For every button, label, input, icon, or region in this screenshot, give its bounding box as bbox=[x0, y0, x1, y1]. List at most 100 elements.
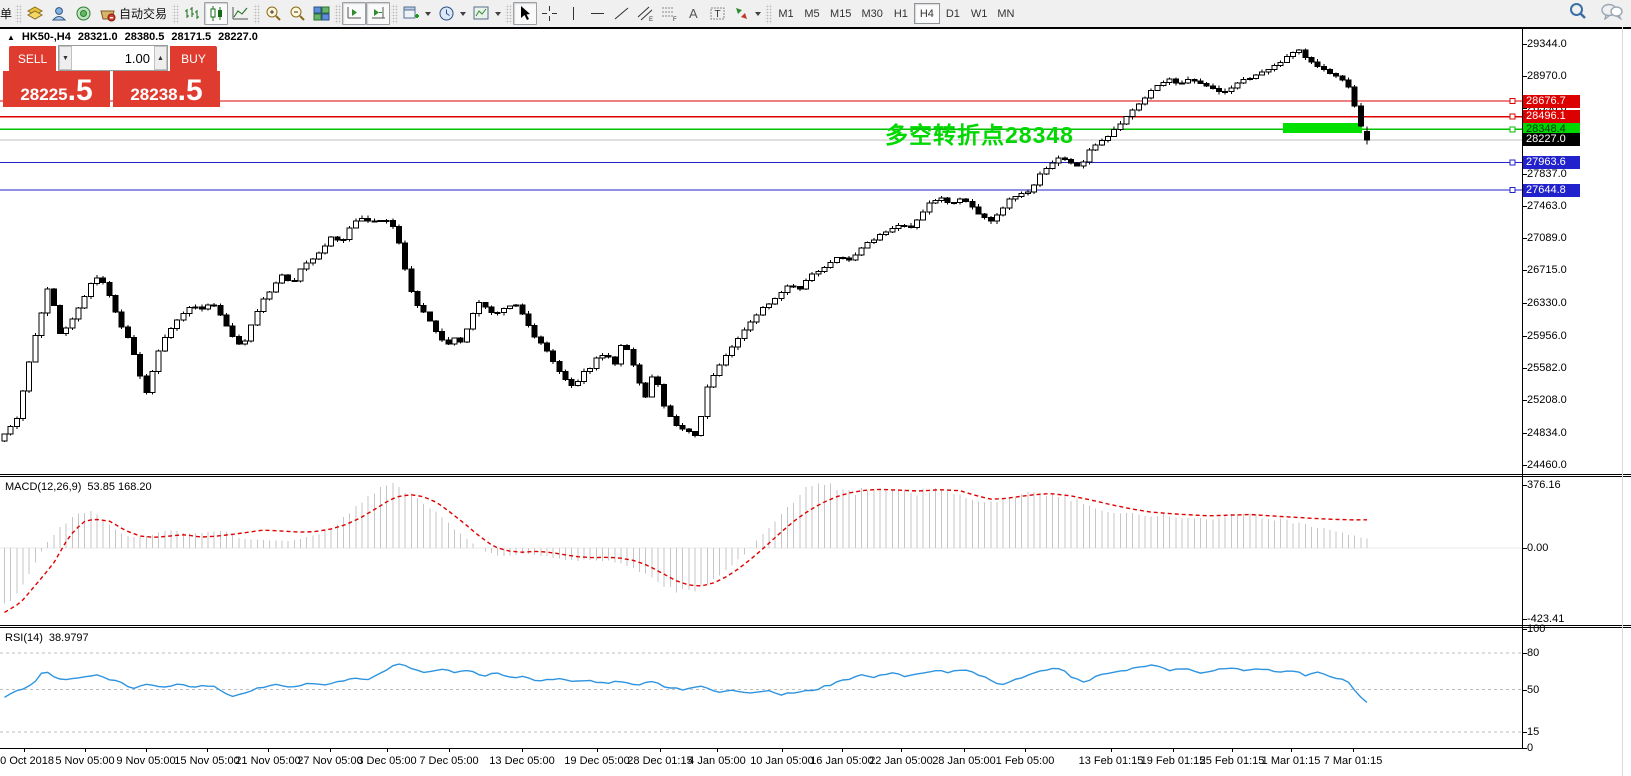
price-line-badge: 28496.1 bbox=[1523, 110, 1580, 124]
sell-price-display[interactable]: 28225.5 bbox=[3, 71, 110, 107]
pane-separator[interactable] bbox=[0, 474, 1631, 475]
candlestick bbox=[32, 334, 39, 363]
timeframe-button-mn[interactable]: MN bbox=[997, 7, 1015, 20]
arrows-dropdown[interactable] bbox=[755, 11, 762, 16]
candlestick bbox=[1179, 82, 1185, 85]
line-end-marker[interactable] bbox=[1509, 98, 1516, 104]
buy-button[interactable]: BUY bbox=[170, 46, 217, 71]
candlestick bbox=[470, 313, 476, 330]
axis-tick bbox=[1522, 43, 1527, 45]
templates-dropdown[interactable] bbox=[495, 11, 502, 16]
timeframe-button-m30[interactable]: M30 bbox=[861, 7, 883, 20]
community-icon[interactable] bbox=[71, 2, 95, 25]
candlestick bbox=[241, 340, 248, 345]
volume-input[interactable]: 1.00 bbox=[124, 51, 150, 66]
zoom-in-icon[interactable] bbox=[261, 2, 285, 25]
candlestick bbox=[1135, 103, 1142, 111]
macd-tick-label: -423.41 bbox=[1527, 612, 1565, 625]
text-icon[interactable]: A bbox=[681, 2, 705, 25]
cursor-icon[interactable] bbox=[513, 2, 538, 25]
toolbar-grip[interactable] bbox=[334, 3, 342, 24]
candlestick bbox=[192, 306, 199, 309]
candlestick bbox=[1290, 52, 1296, 58]
timeframe-button-d1[interactable]: D1 bbox=[945, 7, 960, 20]
line-end-marker[interactable] bbox=[1509, 126, 1516, 133]
timeframe-button-h4[interactable]: H4 bbox=[913, 3, 940, 24]
main-price-pane[interactable] bbox=[0, 29, 1522, 474]
pane-separator[interactable] bbox=[0, 625, 1631, 626]
chat-icon[interactable] bbox=[1601, 2, 1623, 20]
bar-chart-type-icon[interactable] bbox=[180, 2, 204, 25]
arrows-objects-icon[interactable] bbox=[729, 2, 753, 25]
channel-icon[interactable]: E bbox=[633, 2, 657, 25]
candlestick bbox=[963, 198, 970, 203]
vertical-line-icon[interactable] bbox=[561, 2, 585, 25]
panel-collapse-icon[interactable]: ▲ bbox=[7, 33, 15, 42]
candlestick bbox=[544, 342, 550, 352]
time-axis-label: 13 Feb 01:15 bbox=[1078, 755, 1144, 767]
layers-icon[interactable] bbox=[23, 2, 47, 25]
auto-scroll-icon[interactable] bbox=[366, 2, 391, 25]
new-chart-dropdown[interactable] bbox=[425, 11, 432, 16]
candlestick bbox=[1166, 78, 1173, 84]
new-order-button[interactable]: 单 bbox=[0, 7, 13, 21]
line-end-marker[interactable] bbox=[1509, 113, 1516, 120]
toolbar-grip[interactable] bbox=[253, 3, 261, 24]
horizontal-line-icon[interactable] bbox=[585, 2, 609, 25]
toolbar-grip[interactable] bbox=[172, 3, 180, 24]
candlestick bbox=[618, 345, 624, 365]
candlestick bbox=[876, 234, 883, 241]
candlestick bbox=[685, 428, 692, 433]
macd-pane[interactable] bbox=[0, 477, 1522, 624]
crosshair-icon[interactable] bbox=[537, 2, 561, 25]
line-chart-type-icon[interactable] bbox=[228, 2, 252, 25]
timeframe-button-h1[interactable]: H1 bbox=[893, 7, 908, 20]
candlestick bbox=[1049, 162, 1056, 170]
timeframes-clock-icon[interactable] bbox=[434, 2, 458, 25]
macd-name: MACD(12,26,9) bbox=[5, 481, 82, 493]
candlestick bbox=[519, 304, 526, 315]
price-tick-label: 25956.0 bbox=[1527, 329, 1567, 342]
fibonacci-icon[interactable]: F bbox=[657, 2, 681, 25]
line-end-marker[interactable] bbox=[1509, 159, 1516, 166]
toolbar-grip[interactable] bbox=[765, 3, 773, 24]
volume-increase-button[interactable]: ▲ bbox=[154, 46, 167, 70]
timeframe-button-m5[interactable]: M5 bbox=[804, 7, 820, 20]
time-axis-label: 10 Jan 05:00 bbox=[750, 755, 814, 767]
toolbar-grip[interactable] bbox=[391, 3, 399, 24]
candlestick bbox=[1277, 61, 1284, 67]
text-label-icon[interactable]: T bbox=[705, 2, 729, 25]
axis-tick bbox=[1522, 400, 1527, 402]
axis-tick bbox=[1522, 629, 1527, 630]
toolbar-grip[interactable] bbox=[15, 3, 23, 24]
chart-shift-icon[interactable] bbox=[342, 2, 367, 25]
timeframe-button-m15[interactable]: M15 bbox=[830, 7, 852, 20]
timeframes-dropdown[interactable] bbox=[460, 11, 467, 16]
zoom-out-icon[interactable] bbox=[285, 2, 309, 25]
time-axis-label: 7 Dec 05:00 bbox=[419, 755, 479, 767]
timeframe-button-w1[interactable]: W1 bbox=[970, 7, 988, 20]
rsi-pane[interactable] bbox=[0, 628, 1522, 748]
candlestick-chart-type-icon[interactable] bbox=[204, 2, 229, 25]
rsi-tick-label: 100 bbox=[1527, 623, 1546, 635]
candlestick bbox=[889, 228, 896, 233]
candlestick bbox=[266, 291, 273, 300]
templates-icon[interactable] bbox=[469, 2, 493, 25]
pivot-zone-rect[interactable] bbox=[1283, 123, 1362, 134]
autotrade-button[interactable]: 自动交易 bbox=[95, 2, 171, 25]
toolbar-grip[interactable] bbox=[505, 3, 513, 24]
candlestick bbox=[1098, 139, 1105, 146]
trendline-icon[interactable] bbox=[609, 2, 633, 25]
profile-icon[interactable] bbox=[47, 2, 71, 25]
volume-decrease-button[interactable]: ▼ bbox=[59, 46, 72, 70]
buy-price-display[interactable]: 28238.5 bbox=[113, 71, 220, 107]
sell-button[interactable]: SELL bbox=[9, 46, 56, 71]
candlestick bbox=[556, 360, 563, 372]
search-icon[interactable] bbox=[1569, 2, 1587, 20]
price-axis-line bbox=[1522, 29, 1523, 748]
line-end-marker[interactable] bbox=[1509, 187, 1516, 193]
pivot-annotation-text[interactable]: 多空转折点28348 bbox=[885, 122, 1074, 148]
timeframe-button-m1[interactable]: M1 bbox=[778, 7, 794, 20]
tile-windows-icon[interactable] bbox=[309, 2, 333, 25]
new-chart-icon[interactable] bbox=[399, 2, 423, 25]
